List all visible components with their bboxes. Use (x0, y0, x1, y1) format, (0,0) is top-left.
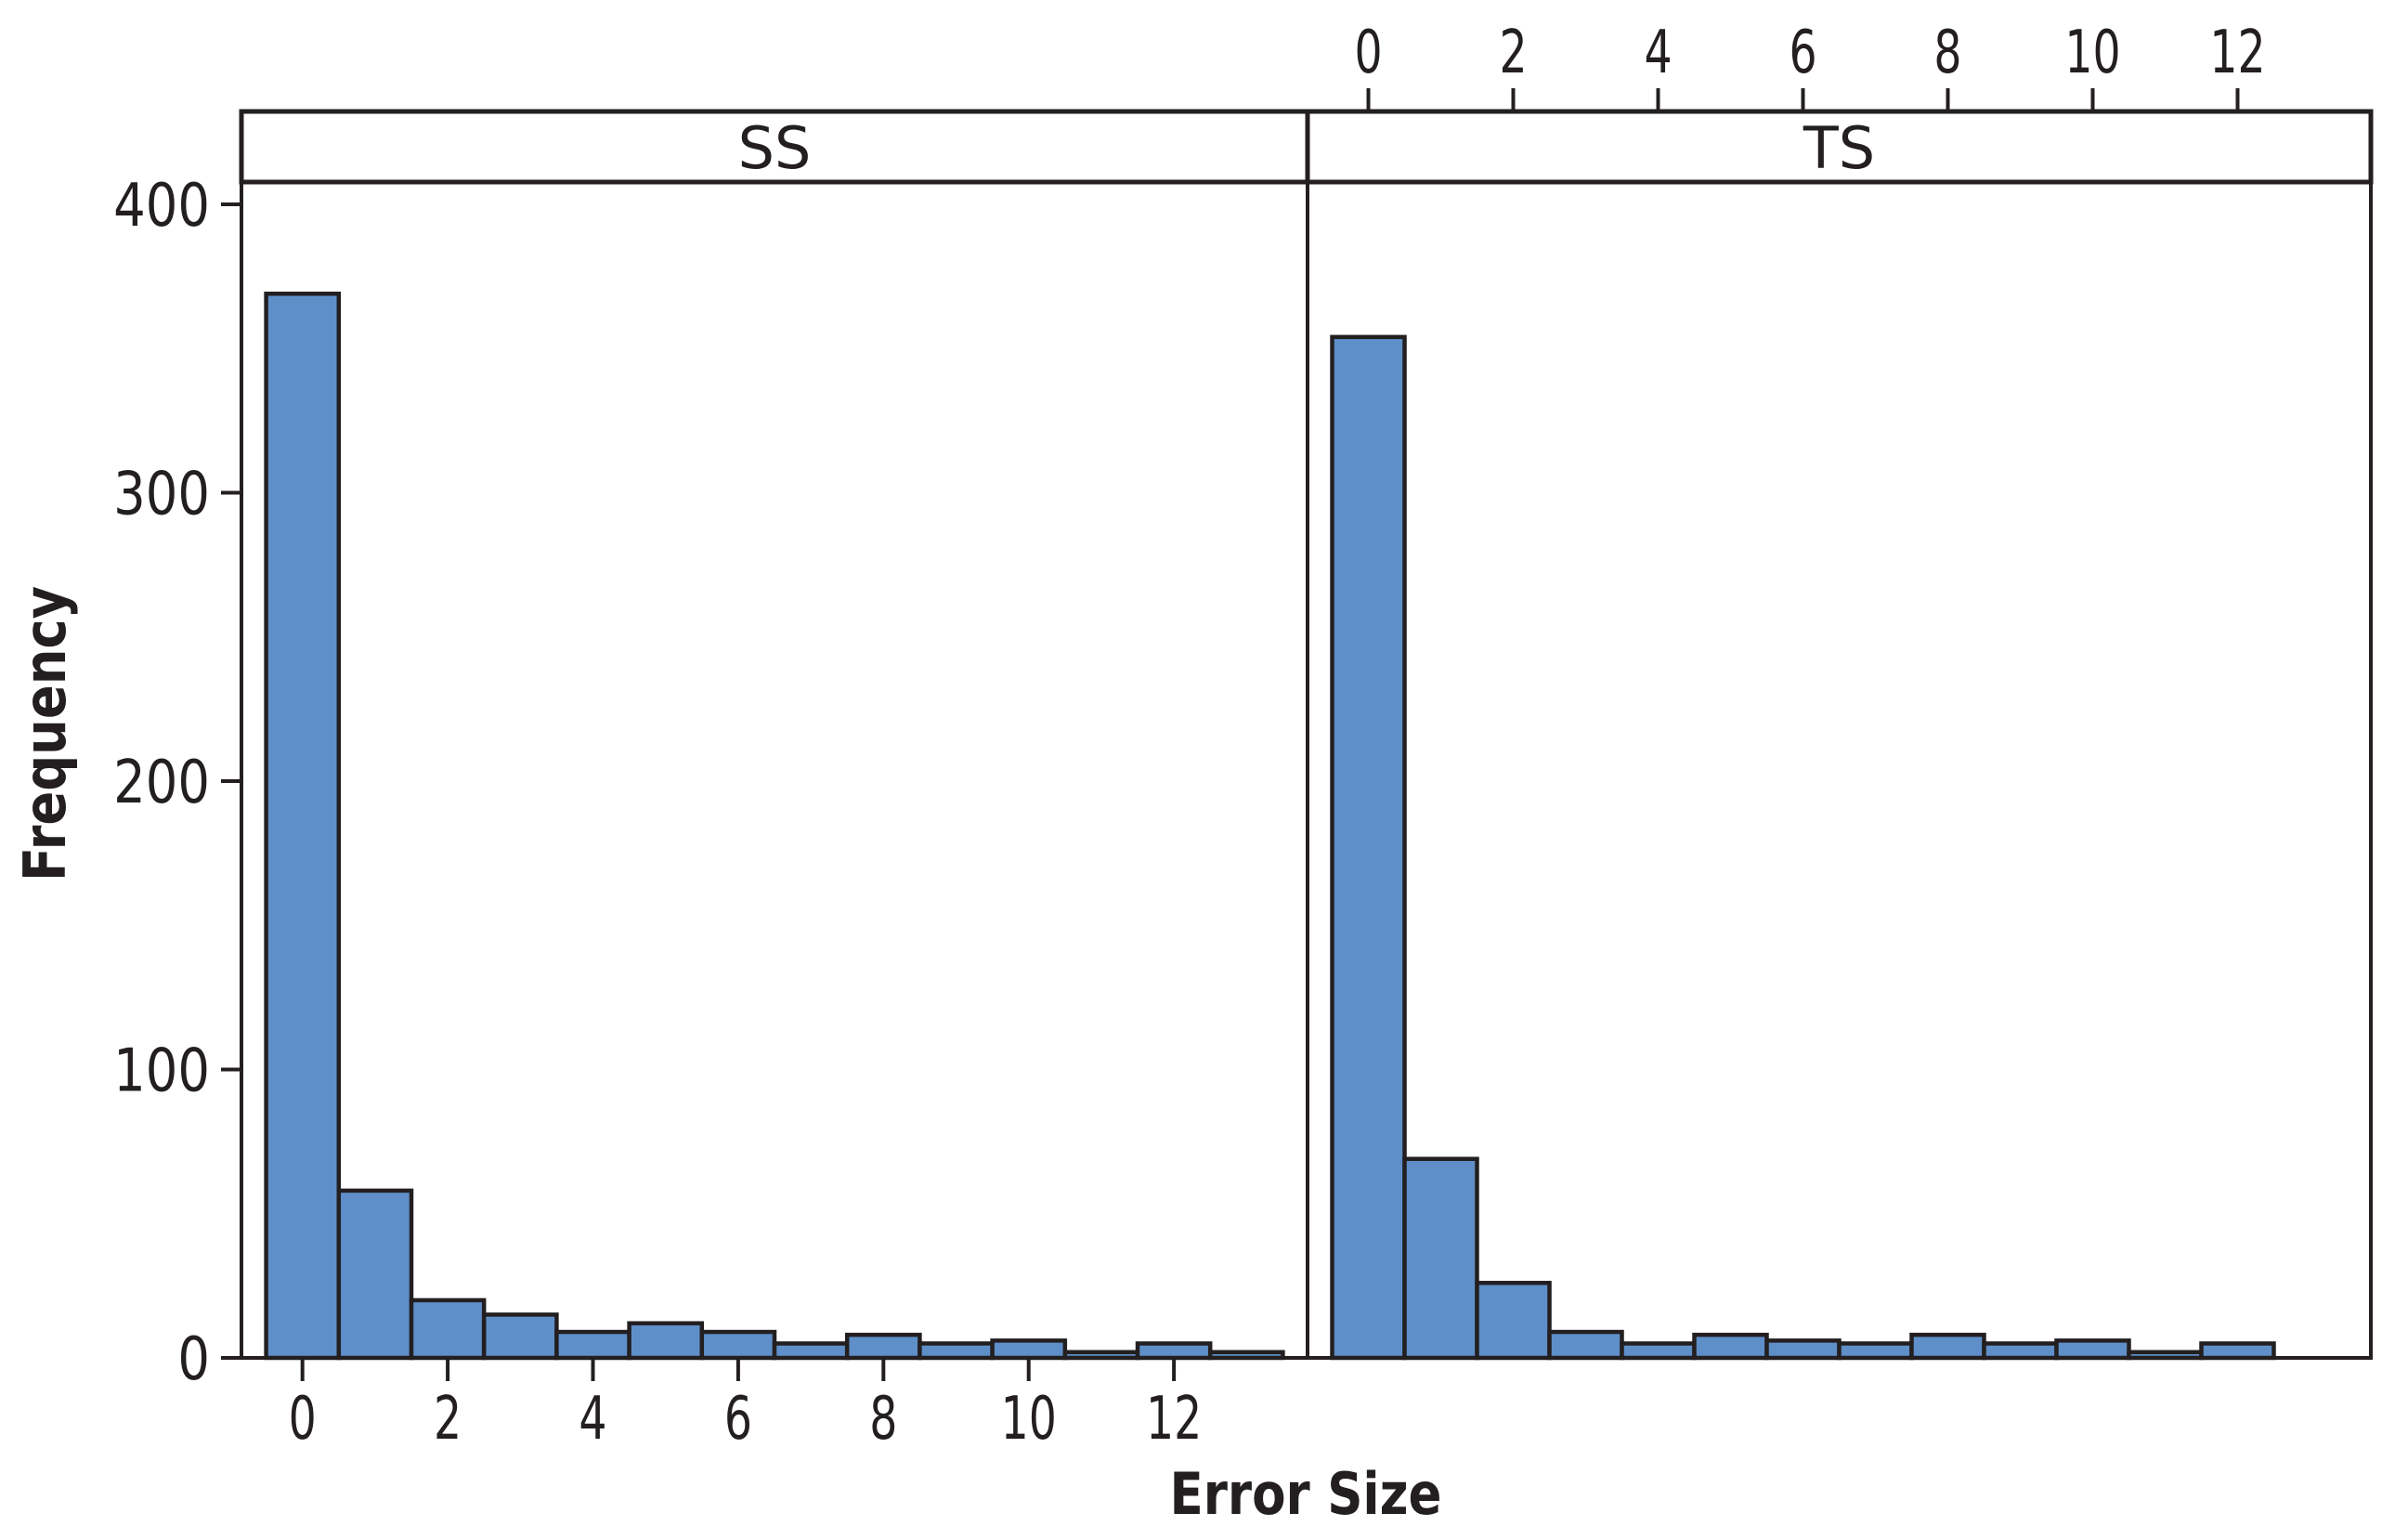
histogram-bar (1330, 334, 1407, 1361)
y-tick-label: 100 (113, 1037, 210, 1105)
histogram-bar (699, 1329, 777, 1361)
histogram-bar (1620, 1341, 1697, 1361)
histogram-bar (772, 1341, 850, 1361)
x-axis-top: 0 2 4 6 8 10 12 (1354, 19, 2266, 111)
y-tick-label: 200 (113, 749, 210, 817)
x-tick-label: 0 (1354, 19, 1382, 87)
strip-label-ss: SS (738, 114, 812, 182)
x-tick-label: 6 (724, 1385, 752, 1454)
strip-label-ts: TS (1803, 114, 1875, 182)
y-axis: 0 100 200 300 400 (113, 172, 241, 1394)
histogram-bar (990, 1338, 1068, 1361)
histogram-bar (554, 1329, 631, 1361)
y-tick-label: 400 (113, 172, 210, 241)
x-tick-label: 2 (434, 1385, 462, 1454)
histogram-bars (264, 292, 1285, 1361)
panel-ts: TS (1305, 109, 2374, 1361)
histogram-bar (1547, 1329, 1624, 1361)
histogram-bar (409, 1298, 487, 1361)
x-tick-label: 10 (1001, 1385, 1057, 1454)
histogram-bar (336, 1188, 414, 1361)
histogram-bars (1330, 334, 2276, 1361)
histogram-bar (1402, 1156, 1479, 1361)
x-tick-label: 4 (1644, 19, 1672, 87)
histogram-bar (481, 1312, 559, 1361)
y-tick-label: 0 (177, 1325, 210, 1394)
histogram-bar (1475, 1281, 1552, 1361)
x-tick-label: 2 (1499, 19, 1527, 87)
histogram-bar (1135, 1341, 1213, 1361)
x-tick-label: 10 (2064, 19, 2120, 87)
histogram-bar (627, 1321, 705, 1361)
x-tick-label: 6 (1789, 19, 1816, 87)
panels-layer: SS TS (239, 109, 2374, 1361)
histogram-bar (2199, 1341, 2276, 1361)
x-tick-label: 8 (869, 1385, 897, 1454)
panel-ss: SS (239, 109, 1310, 1361)
panel-border (1306, 180, 2373, 1360)
histogram-bar (1764, 1338, 1842, 1361)
histogram-bar (918, 1341, 995, 1361)
x-tick-label: 4 (579, 1385, 606, 1454)
y-tick-label: 300 (113, 460, 210, 528)
histogram-bar (1909, 1332, 1986, 1361)
x-tick-label: 0 (289, 1385, 317, 1454)
panel-border (240, 180, 1309, 1360)
x-tick-label: 12 (2209, 19, 2265, 87)
histogram-bar (1837, 1341, 1914, 1361)
histogram-bar (264, 292, 342, 1361)
histogram-bar (1692, 1332, 1769, 1361)
x-axis-bottom: 0 2 4 6 8 10 12 (289, 1358, 1202, 1454)
x-axis-title: Error Size (1170, 1460, 1442, 1528)
y-axis-title: Frequency (11, 586, 79, 881)
x-tick-label: 8 (1933, 19, 1961, 87)
histogram-bar (2054, 1338, 2131, 1361)
histogram-bar (844, 1332, 922, 1361)
histogram-bar (1982, 1341, 2059, 1361)
x-tick-label: 12 (1146, 1385, 1202, 1454)
